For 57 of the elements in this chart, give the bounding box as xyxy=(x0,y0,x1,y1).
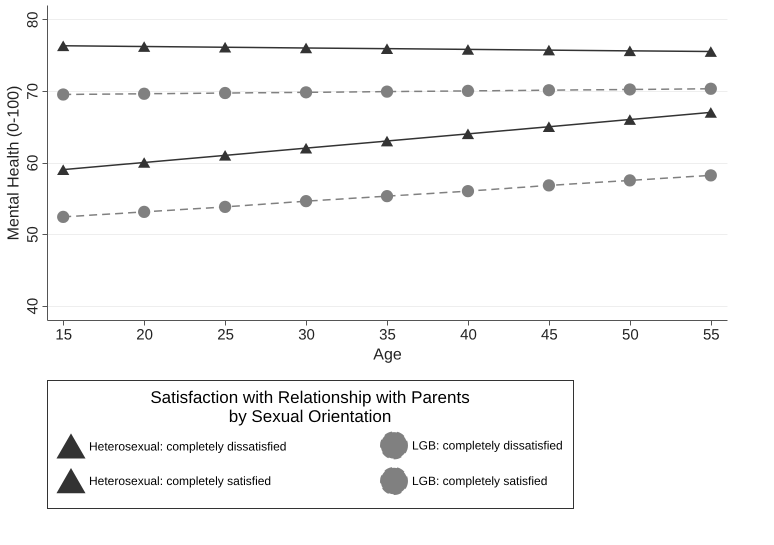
y-tick-label: 80 xyxy=(24,11,42,28)
point xyxy=(462,128,474,140)
x-tick-label: 40 xyxy=(460,326,477,344)
point xyxy=(138,88,150,100)
x-tick-label: 25 xyxy=(217,326,234,344)
x-axis-title: Age xyxy=(373,346,402,364)
point xyxy=(462,84,474,98)
point xyxy=(624,83,636,96)
y-tick-label: 50 xyxy=(24,226,42,243)
point xyxy=(704,169,717,182)
point xyxy=(542,44,556,56)
point xyxy=(542,121,556,132)
x-tick-label: 50 xyxy=(622,326,639,344)
legend-label: LGB: completely dissatisfied xyxy=(412,438,563,452)
point xyxy=(57,40,70,52)
point xyxy=(218,200,232,213)
point xyxy=(624,174,636,187)
point xyxy=(138,157,150,168)
x-tick-label: 15 xyxy=(55,326,72,344)
point xyxy=(704,107,717,118)
point xyxy=(300,86,312,98)
point xyxy=(300,142,312,154)
point xyxy=(542,179,556,192)
x-tick-label: 35 xyxy=(379,326,396,344)
point xyxy=(624,114,636,125)
x-tick-label: 20 xyxy=(136,326,153,344)
point xyxy=(57,88,70,101)
point xyxy=(300,42,312,54)
legend-title: Satisfaction with Relationship with Parents by Sexual Orientation xyxy=(150,388,470,426)
legend-label: LGB: completely satisfied xyxy=(412,474,548,488)
point xyxy=(462,44,474,55)
point xyxy=(57,164,70,175)
x-tick-label: 30 xyxy=(298,326,315,344)
point xyxy=(704,82,717,95)
point xyxy=(380,86,394,98)
point xyxy=(380,136,394,146)
point xyxy=(624,46,636,56)
point xyxy=(542,84,556,96)
y-tick-label: 60 xyxy=(24,154,42,172)
point xyxy=(138,41,150,52)
y-tick-label: 70 xyxy=(24,83,42,100)
point xyxy=(300,195,312,208)
x-tick-label: 45 xyxy=(541,326,558,344)
legend-label: Heterosexual: completely dissatisfied xyxy=(89,439,286,454)
point xyxy=(462,185,474,198)
y-tick-label: 40 xyxy=(24,298,42,315)
point xyxy=(218,150,232,161)
point xyxy=(218,42,232,53)
x-tick-label: 55 xyxy=(702,326,720,344)
point xyxy=(138,206,150,218)
point xyxy=(380,43,394,54)
y-axis-title: Mental Health (0-100) xyxy=(6,86,22,240)
point xyxy=(57,210,70,224)
point xyxy=(380,190,394,202)
point xyxy=(218,86,232,100)
point xyxy=(704,46,717,57)
legend-label: Heterosexual: completely satisfied xyxy=(89,474,272,488)
